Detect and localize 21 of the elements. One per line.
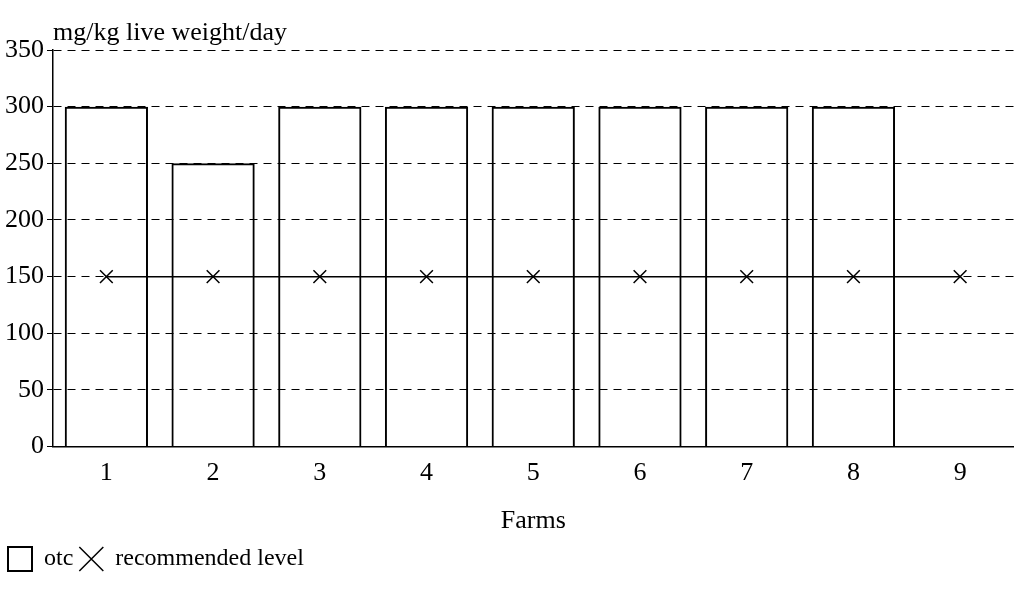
x-tick-label: 7	[740, 457, 754, 487]
x-tick-label: 6	[633, 457, 647, 487]
y-tick-label: 350	[5, 33, 44, 63]
legend-label: recommended level	[115, 544, 305, 571]
y-tick-label: 100	[5, 317, 44, 347]
x-tick-label: 5	[526, 457, 540, 487]
x-tick-label: 9	[953, 457, 967, 487]
legend-label: otc	[44, 544, 74, 571]
y-tick-label: 300	[5, 90, 44, 120]
y-tick-label: 150	[5, 260, 44, 290]
x-tick-label: 8	[846, 457, 860, 487]
y-tick-label: 0	[31, 430, 44, 460]
y-tick-label: 200	[5, 203, 44, 233]
x-tick-label: 4	[420, 457, 434, 487]
y-tick-label: 250	[5, 147, 44, 177]
y-axis-title: mg/kg live weight/day	[53, 16, 287, 46]
x-tick-label: 2	[206, 457, 220, 487]
x-axis-title: Farms	[500, 505, 566, 535]
y-tick-label: 50	[18, 373, 44, 403]
x-tick-label: 3	[313, 457, 327, 487]
x-tick-label: 1	[99, 457, 113, 487]
